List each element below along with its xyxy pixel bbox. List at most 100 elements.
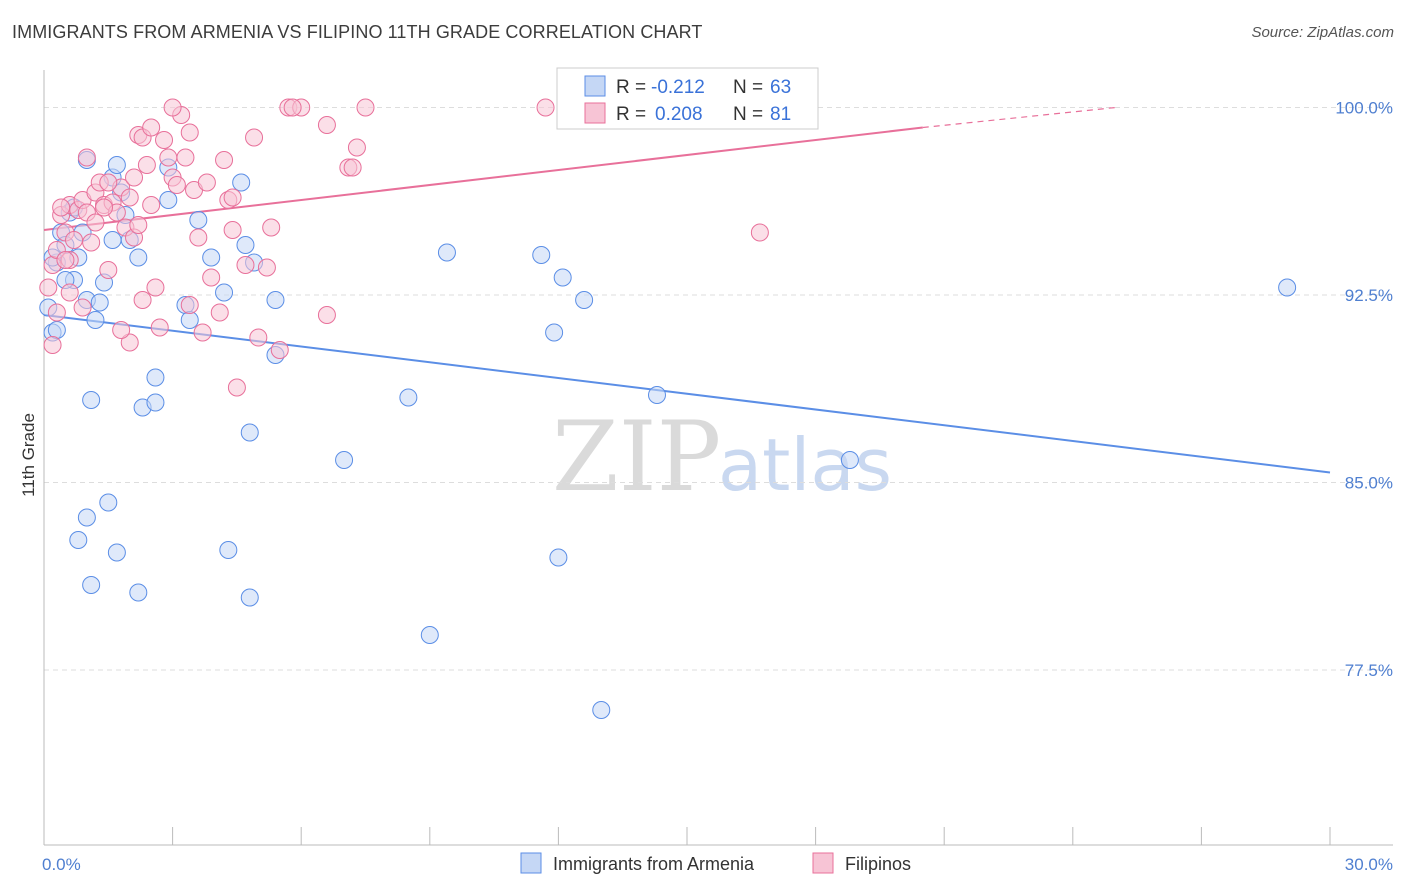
bottom-legend-swatch-armenia (520, 852, 542, 874)
legend-r-label-filipinos: R = (616, 104, 646, 125)
legend-n-label-filipinos: N = (733, 104, 763, 125)
data-point (137, 156, 156, 174)
data-point (82, 576, 101, 594)
data-point (399, 388, 418, 407)
data-point (180, 296, 199, 314)
data-point (107, 543, 126, 562)
data-point (347, 138, 366, 157)
data-point (202, 268, 221, 287)
data-point (215, 151, 234, 169)
data-point (95, 198, 114, 217)
data-point (215, 283, 234, 302)
data-point (129, 248, 148, 267)
data-point (180, 123, 199, 142)
y-axis-label: 11th Grade (19, 413, 38, 497)
data-point (159, 148, 178, 167)
data-point (77, 508, 96, 527)
data-point (155, 131, 174, 149)
legend-r-value-armenia: -0.212 (651, 77, 705, 98)
watermark-atlas: atlas (718, 423, 892, 507)
bottom-legend-label-armenia: Immigrants from Armenia (553, 854, 755, 874)
data-point (202, 248, 221, 267)
data-point (210, 303, 229, 322)
data-point (197, 173, 216, 192)
data-point (219, 541, 238, 559)
data-point (133, 291, 152, 309)
data-point (553, 268, 572, 287)
data-point (56, 251, 75, 269)
legend-r-label-armenia: R = (616, 77, 646, 98)
data-point (266, 291, 285, 309)
data-point (47, 303, 66, 322)
data-point (532, 246, 551, 264)
data-point (176, 148, 195, 167)
series-legend: Immigrants from Armenia Filipinos (520, 852, 911, 874)
data-point (223, 188, 242, 207)
data-point (437, 243, 456, 262)
data-point (112, 321, 131, 339)
watermark-zip: ZIP (552, 401, 721, 513)
bottom-legend-label-filipinos: Filipinos (845, 854, 911, 874)
data-point (232, 173, 251, 192)
data-point (47, 321, 66, 339)
data-point (549, 548, 568, 567)
data-point (167, 176, 186, 194)
data-point (343, 158, 362, 177)
data-point (146, 393, 165, 412)
data-point (69, 531, 88, 549)
data-point (90, 293, 109, 312)
watermark: ZIP atlas (552, 401, 892, 513)
legend-n-value-armenia: 63 (770, 77, 791, 98)
data-point (317, 116, 336, 134)
data-point (236, 256, 255, 274)
data-point (1278, 278, 1297, 297)
data-point (189, 211, 208, 229)
data-point (73, 298, 92, 317)
data-point (39, 278, 58, 297)
source-label: Source: ZipAtlas.com (1251, 24, 1394, 41)
data-point (86, 311, 105, 329)
data-point (86, 213, 105, 232)
data-point (262, 218, 281, 237)
data-point (750, 223, 769, 242)
data-point (545, 323, 564, 342)
trend-line-extension-1 (922, 106, 1116, 129)
data-point (163, 98, 182, 117)
data-point (146, 278, 165, 297)
y-tick-label: 85.0% (1345, 474, 1393, 493)
data-point (159, 191, 178, 209)
stats-legend: R = -0.212 N = 63 R = 0.208 N = 81 (556, 67, 819, 130)
chart-title: IMMIGRANTS FROM ARMENIA VS FILIPINO 11TH… (12, 22, 703, 42)
data-point (107, 156, 126, 174)
data-point (249, 328, 268, 347)
data-point (150, 318, 169, 337)
data-point (592, 701, 611, 719)
y-tick-label: 77.5% (1345, 661, 1393, 680)
legend-n-label-armenia: N = (733, 77, 763, 98)
data-point (536, 98, 555, 117)
data-point (99, 493, 118, 512)
legend-swatch-armenia (584, 75, 606, 97)
data-point (240, 423, 259, 442)
y-tick-label: 100.0% (1335, 99, 1393, 118)
legend-n-value-filipinos: 81 (770, 104, 791, 125)
data-point (189, 228, 208, 247)
data-point (77, 148, 96, 167)
data-point (82, 233, 101, 252)
data-point (65, 231, 84, 249)
data-point (236, 236, 255, 254)
trend-line-1 (43, 126, 923, 231)
data-point (52, 198, 71, 217)
x-tick-label-min: 0.0% (42, 855, 81, 874)
x-tick-label-max: 30.0% (1345, 855, 1393, 874)
data-point (356, 98, 375, 117)
data-point (142, 118, 161, 137)
data-point (180, 311, 199, 329)
data-point (245, 128, 264, 147)
data-point (240, 588, 259, 607)
y-tick-label: 92.5% (1345, 286, 1393, 305)
data-point (146, 368, 165, 387)
data-point (120, 188, 139, 207)
data-point (125, 168, 144, 187)
